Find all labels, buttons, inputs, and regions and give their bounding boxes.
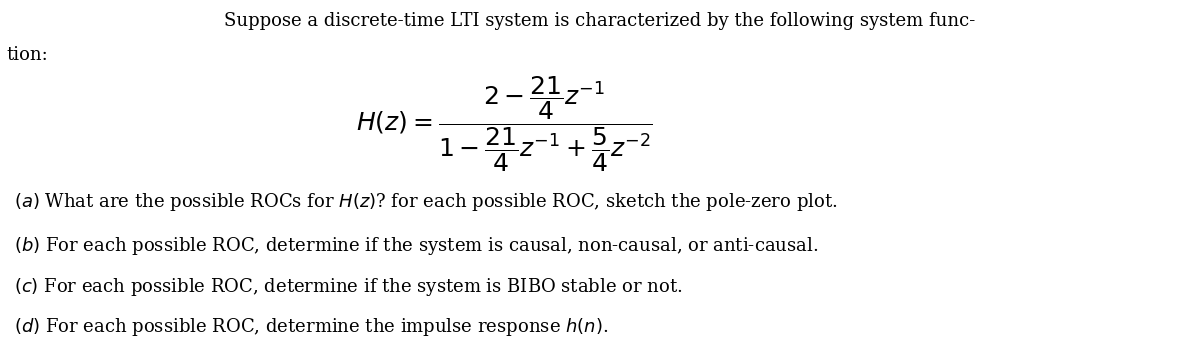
Text: $(d)$ For each possible ROC, determine the impulse response $h(n)$.: $(d)$ For each possible ROC, determine t… [14, 316, 608, 338]
Text: $(c)$ For each possible ROC, determine if the system is BIBO stable or not.: $(c)$ For each possible ROC, determine i… [14, 276, 683, 298]
Text: Suppose a discrete-time LTI system is characterized by the following system func: Suppose a discrete-time LTI system is ch… [224, 12, 976, 30]
Text: tion:: tion: [6, 46, 48, 64]
Text: $(a)$ What are the possible ROCs for $H(z)$? for each possible ROC, sketch the p: $(a)$ What are the possible ROCs for $H(… [14, 191, 838, 213]
Text: $H(z) = \dfrac{2 - \dfrac{21}{4}z^{-1}}{1 - \dfrac{21}{4}z^{-1} + \dfrac{5}{4}z^: $H(z) = \dfrac{2 - \dfrac{21}{4}z^{-1}}{… [355, 74, 653, 174]
Text: $(b)$ For each possible ROC, determine if the system is causal, non-causal, or a: $(b)$ For each possible ROC, determine i… [14, 235, 818, 257]
